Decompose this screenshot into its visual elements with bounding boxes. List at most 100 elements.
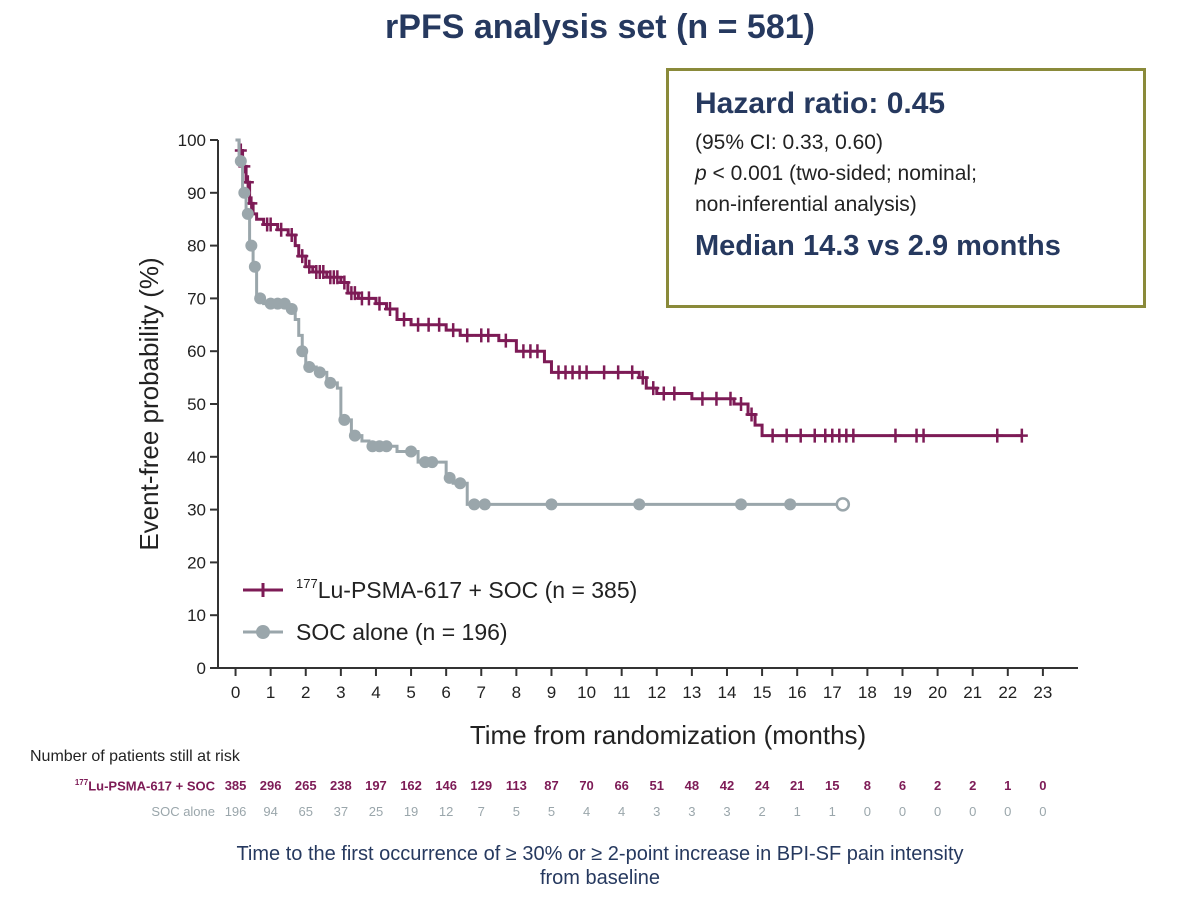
risk-value-soc: 7 [478,804,485,819]
x-tick-label: 10 [577,683,596,702]
risk-value-soc: 0 [899,804,906,819]
censor-mark-soc [784,498,797,511]
p-value: p < 0.001 (two-sided; nominal; [695,158,1117,189]
risk-value-lu-psma: 2 [934,778,941,793]
censor-mark-soc [245,239,258,252]
y-tick-label: 80 [187,237,206,256]
risk-value-soc: 2 [758,804,765,819]
risk-value-soc: 0 [934,804,941,819]
x-tick-label: 23 [1033,683,1052,702]
censor-mark-lu-psma [275,222,288,237]
censor-mark-lu-psma [668,386,681,401]
censor-mark-lu-psma [338,275,351,290]
risk-row-label-lu-text: Lu-PSMA-617 + SOC [88,778,215,794]
censor-mark-lu-psma [422,317,435,332]
footnote-line-1: Time to the first occurrence of ≥ 30% or… [236,843,964,865]
confidence-interval: (95% CI: 0.33, 0.60) [695,131,883,154]
risk-value-lu-psma: 70 [579,778,593,793]
censor-mark-lu-psma [745,407,758,422]
x-tick-label: 5 [406,683,415,702]
hazard-ratio-box: Hazard ratio: 0.45 (95% CI: 0.33, 0.60) … [666,68,1146,308]
x-tick-label: 7 [477,683,486,702]
censor-mark-lu-psma [780,428,793,443]
x-tick-label: 17 [823,683,842,702]
censor-mark-soc [735,498,748,511]
censor-mark-soc [338,413,351,426]
x-tick-label: 13 [682,683,701,702]
risk-value-soc: 3 [688,804,695,819]
y-tick-label: 40 [187,448,206,467]
censor-mark-soc [545,498,558,511]
x-tick-label: 22 [998,683,1017,702]
risk-table-header: Number of patients still at risk [30,748,240,765]
legend-superscript: 177 [296,576,318,591]
risk-value-soc: 0 [1004,804,1011,819]
censor-mark-lu-psma [991,428,1004,443]
risk-value-soc: 12 [439,804,453,819]
censor-mark-soc [468,498,481,511]
censor-mark-soc [348,429,361,442]
censor-mark-lu-psma [348,286,361,301]
risk-value-soc: 65 [299,804,313,819]
risk-value-lu-psma: 197 [365,778,387,793]
x-tick-label: 18 [858,683,877,702]
risk-value-lu-psma: 238 [330,778,352,793]
censor-mark-lu-psma [373,296,386,311]
legend-label-text: Lu-PSMA-617 + SOC (n = 385) [318,577,638,603]
legend-label-lu-psma: 177Lu-PSMA-617 + SOC (n = 385) [296,576,637,603]
x-tick-label: 16 [788,683,807,702]
x-tick-label: 8 [512,683,521,702]
risk-value-lu-psma: 42 [720,778,734,793]
y-tick-label: 70 [187,289,206,308]
y-tick-label: 60 [187,342,206,361]
risk-row-label-lu: 177Lu-PSMA-617 + SOC [0,778,215,793]
footnote-line-2: from baseline [539,867,661,889]
censor-mark-soc [238,186,251,199]
x-tick-label: 3 [336,683,345,702]
y-tick-label: 20 [187,553,206,572]
censor-mark-lu-psma [598,365,611,380]
risk-value-lu-psma: 21 [790,778,804,793]
risk-value-lu-psma: 2 [969,778,976,793]
legend-marker-dot [256,625,270,639]
censor-mark-lu-psma [847,428,860,443]
risk-value-soc: 4 [583,804,590,819]
censor-mark-soc [241,207,254,220]
censor-mark-lu-psma [398,312,411,327]
hazard-ratio-title: Hazard ratio: 0.45 [695,87,946,120]
censor-mark-soc [426,456,439,469]
risk-value-soc: 19 [404,804,418,819]
risk-value-lu-psma: 0 [1039,778,1046,793]
censor-mark-soc [405,445,418,458]
censor-mark-lu-psma [766,428,779,443]
censor-mark-lu-psma [724,391,737,406]
censor-mark-lu-psma [889,428,902,443]
censor-mark-soc [248,260,261,273]
censor-mark-lu-psma [317,265,330,279]
censor-mark-lu-psma [412,317,425,332]
x-tick-label: 6 [441,683,450,702]
risk-value-soc: 0 [1039,804,1046,819]
risk-value-soc: 3 [653,804,660,819]
risk-value-soc: 0 [864,804,871,819]
censor-mark-soc [380,440,393,453]
risk-value-soc: 0 [969,804,976,819]
risk-value-soc: 3 [723,804,730,819]
censor-mark-lu-psma [808,428,821,443]
risk-value-soc: 25 [369,804,383,819]
legend-marker-plus [257,583,269,597]
censor-mark-lu-psma [647,381,660,396]
censor-mark-soc-last [835,497,851,512]
censor-mark-lu-psma [384,301,396,316]
censor-mark-lu-psma [626,365,639,380]
risk-value-lu-psma: 146 [435,778,457,793]
risk-value-soc: 196 [225,804,247,819]
risk-value-lu-psma: 1 [1004,778,1011,793]
risk-value-lu-psma: 87 [544,778,558,793]
x-tick-label: 12 [647,683,666,702]
risk-value-soc: 5 [548,804,555,819]
censor-mark-lu-psma [499,333,512,348]
risk-value-lu-psma: 24 [755,778,770,793]
censor-mark-lu-psma [612,365,625,380]
censor-mark-lu-psma [794,428,807,443]
